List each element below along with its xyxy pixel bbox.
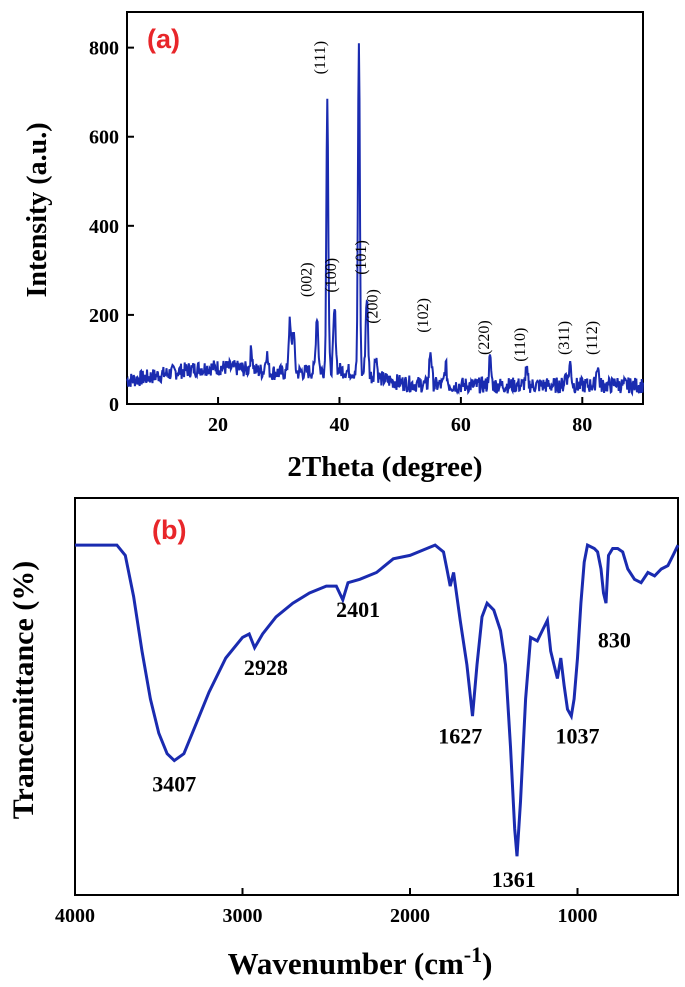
ftir-x-axis-title-superscript: -1 [464,942,482,967]
ftir-spectrum-line [75,542,680,857]
ftir-x-axis-title-main: Wavenumber (cm [228,946,464,981]
xrd-peak-label: (002) [299,262,316,297]
xrd-peak-label: (112) [584,321,601,355]
ftir-peak-label: 3407 [152,771,196,796]
xrd-peak-label: (102) [415,298,432,333]
xrd-x-tick-label: 20 [208,414,228,436]
xrd-peak-label: (110) [512,328,529,362]
ftir-x-tick-label: 1000 [558,905,598,927]
xrd-pattern-line [126,43,644,397]
xrd-y-axis-title: Intensity (a.u.) [22,122,53,297]
ftir-plot-frame [74,497,679,896]
xrd-y-tick-label: 200 [89,305,119,327]
xrd-peak-label: (220) [476,320,493,355]
xrd-y-tick-label: 600 [89,127,119,149]
ftir-peak-label: 2401 [336,597,380,622]
xrd-peak-label: (200) [365,289,382,324]
ftir-panel-label: (b) [152,515,186,545]
xrd-y-tick-label: 800 [89,38,119,60]
ftir-y-axis-title: Trancemittance (%) [7,561,40,820]
xrd-x-tick-label: 60 [451,414,471,436]
xrd-peak-annotations: (111) (002) (100) (101) (200) (102) (220) (110)… [299,41,601,362]
xrd-y-axis: 0 200 400 600 800 [89,38,134,416]
ftir-x-axis-title-end: ) [482,946,492,981]
xrd-panel-label: (a) [147,24,180,54]
ftir-peak-label: 1037 [556,724,600,749]
xrd-peak-label: (111) [312,41,329,74]
ftir-x-tick-label: 4000 [55,905,95,927]
xrd-x-axis-title: 2Theta (degree) [287,451,482,483]
ftir-peak-label: 1361 [492,867,536,892]
ftir-x-axis-title: Wavenumber (cm-1) [228,942,493,981]
xrd-y-tick-label: 0 [109,394,119,416]
ftir-x-tick-label: 3000 [223,905,263,927]
xrd-panel: (a) 0 200 400 600 800 20 40 60 80 (111) (002) (10… [22,11,644,483]
xrd-peak-label: (311) [556,321,573,355]
xrd-x-axis: 20 40 60 80 [208,397,592,436]
ftir-x-axis: 4000 3000 2000 1000 [55,888,598,927]
ftir-peak-label: 1627 [438,724,482,749]
xrd-peak-label: (101) [353,240,370,275]
xrd-x-tick-label: 80 [572,414,592,436]
xrd-plot-frame [126,11,644,405]
ftir-peak-label: 2928 [244,655,288,680]
ftir-peak-annotations: 3407 2928 2401 1627 1361 1037 830 [152,597,631,892]
ftir-x-tick-label: 2000 [390,905,430,927]
ftir-panel: (b) 4000 3000 2000 1000 3407 2928 2401 1627 136… [7,497,680,981]
ftir-peak-label: 830 [598,628,631,653]
xrd-y-tick-label: 400 [89,216,119,238]
xrd-x-tick-label: 40 [329,414,349,436]
xrd-peak-label: (100) [323,258,340,293]
